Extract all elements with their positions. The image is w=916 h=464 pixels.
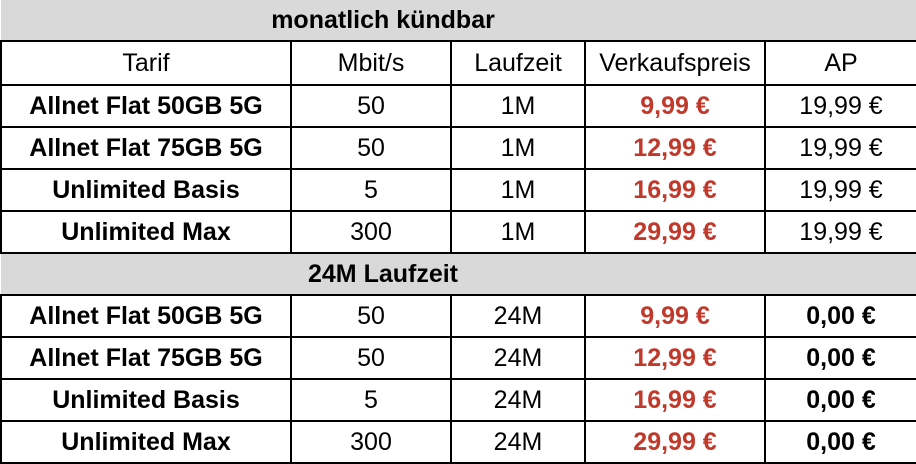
cell-ap: 19,99 € <box>764 126 916 170</box>
cell-ap: 19,99 € <box>764 84 916 128</box>
table-row: Allnet Flat 50GB 5G 50 24M 9,99 € 0,00 € <box>0 294 916 338</box>
cell-preis: 29,99 € <box>583 420 767 464</box>
cell-ap: 0,00 € <box>764 378 916 422</box>
cell-preis: 16,99 € <box>583 168 767 212</box>
cell-mbit: 300 <box>290 420 452 464</box>
cell-ap: 19,99 € <box>764 168 916 212</box>
table-row: Allnet Flat 75GB 5G 50 24M 12,99 € 0,00 … <box>0 336 916 380</box>
header-laufzeit: Laufzeit <box>450 40 586 86</box>
cell-laufzeit: 24M <box>450 420 586 464</box>
column-header-row: Tarif Mbit/s Laufzeit Verkaufspreis AP <box>0 40 916 86</box>
cell-tarif: Unlimited Basis <box>0 378 292 422</box>
cell-mbit: 300 <box>290 210 452 254</box>
section-title-24m: 24M Laufzeit <box>1 253 766 296</box>
cell-mbit: 50 <box>290 336 452 380</box>
cell-tarif: Unlimited Max <box>0 420 292 464</box>
cell-mbit: 5 <box>290 378 452 422</box>
cell-laufzeit: 1M <box>450 84 586 128</box>
cell-ap: 0,00 € <box>764 420 916 464</box>
cell-laufzeit: 1M <box>450 168 586 212</box>
table-row: Allnet Flat 75GB 5G 50 1M 12,99 € 19,99 … <box>0 126 916 170</box>
cell-ap: 0,00 € <box>764 294 916 338</box>
cell-mbit: 50 <box>290 126 452 170</box>
cell-laufzeit: 1M <box>450 126 586 170</box>
header-preis: Verkaufspreis <box>583 40 767 86</box>
header-ap: AP <box>764 40 916 86</box>
section-title-monthly: monatlich kündbar <box>1 0 766 42</box>
cell-laufzeit: 1M <box>450 210 586 254</box>
cell-laufzeit: 24M <box>450 378 586 422</box>
table-row: Unlimited Basis 5 1M 16,99 € 19,99 € <box>0 168 916 212</box>
section-header-monthly: monatlich kündbar <box>1 0 916 42</box>
cell-tarif: Allnet Flat 50GB 5G <box>0 294 292 338</box>
cell-laufzeit: 24M <box>450 294 586 338</box>
table-row: Unlimited Max 300 1M 29,99 € 19,99 € <box>0 210 916 254</box>
cell-laufzeit: 24M <box>450 336 586 380</box>
cell-ap: 19,99 € <box>764 210 916 254</box>
header-tarif: Tarif <box>0 40 292 86</box>
table-row: Unlimited Basis 5 24M 16,99 € 0,00 € <box>0 378 916 422</box>
cell-tarif: Allnet Flat 75GB 5G <box>0 126 292 170</box>
table-row: Allnet Flat 50GB 5G 50 1M 9,99 € 19,99 € <box>0 84 916 128</box>
cell-mbit: 50 <box>290 84 452 128</box>
cell-preis: 9,99 € <box>583 84 767 128</box>
cell-preis: 12,99 € <box>583 126 767 170</box>
cell-mbit: 50 <box>290 294 452 338</box>
cell-tarif: Allnet Flat 50GB 5G <box>0 84 292 128</box>
section-header-24m: 24M Laufzeit <box>1 253 916 296</box>
cell-preis: 12,99 € <box>583 336 767 380</box>
cell-preis: 29,99 € <box>583 210 767 254</box>
cell-preis: 16,99 € <box>583 378 767 422</box>
cell-preis: 9,99 € <box>583 294 767 338</box>
cell-tarif: Unlimited Basis <box>0 168 292 212</box>
cell-tarif: Unlimited Max <box>0 210 292 254</box>
section-title-spacer <box>765 0 916 42</box>
section-title-spacer <box>765 253 916 296</box>
header-mbit: Mbit/s <box>290 40 452 86</box>
table-row: Unlimited Max 300 24M 29,99 € 0,00 € <box>0 420 916 464</box>
cell-ap: 0,00 € <box>764 336 916 380</box>
cell-mbit: 5 <box>290 168 452 212</box>
cell-tarif: Allnet Flat 75GB 5G <box>0 336 292 380</box>
